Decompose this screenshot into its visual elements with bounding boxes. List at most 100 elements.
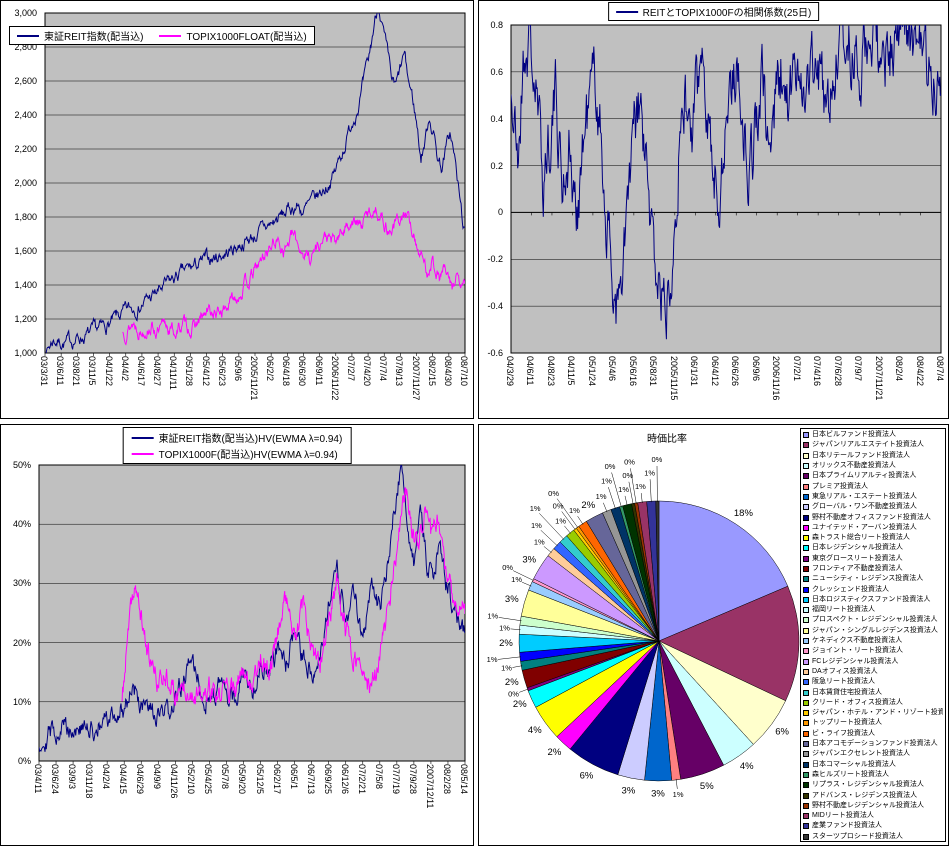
x-tick-label: 06/9/25 <box>322 764 333 795</box>
pie-percentage-label: 2% <box>581 500 595 511</box>
legend-fund-name: 森トラスト総合リート投資法人 <box>812 534 910 542</box>
pie-percentage-label: 1% <box>569 506 580 515</box>
legend-fund-name: ジャパン・ホテル・アンド・リゾート投資法人 <box>812 709 943 717</box>
correlation-legend: REITとTOPIX1000Fの相関係数(25日) <box>607 2 820 21</box>
pie-slice <box>658 585 800 702</box>
x-tick-label: 04/11/26 <box>169 764 180 799</box>
legend-color-swatch <box>803 813 809 820</box>
pie-legend-entry: ニューシティ・レジデンス投資法人 <box>803 574 943 584</box>
x-tick-label: 04/11/11 <box>168 356 179 390</box>
legend-fund-name: クレッシェンド投資法人 <box>812 585 889 593</box>
series-line <box>45 13 465 353</box>
x-tick-label: 08/7/10 <box>459 356 469 387</box>
legend-color-swatch <box>803 751 809 758</box>
x-tick-label: 06/1/31 <box>689 356 700 387</box>
pie-percentage-label: 0% <box>624 457 635 466</box>
legend-color-swatch <box>803 668 809 675</box>
legend-fund-name: スターツプロシード投資法人 <box>812 832 903 840</box>
legend-fund-name: プレミア投資法人 <box>812 482 868 490</box>
x-tick-label: 05/9/6 <box>232 356 243 382</box>
x-tick-label: 03/9/3 <box>67 764 78 790</box>
x-tick-label: 04/4/15 <box>118 764 129 795</box>
pie-percentage-label: 1% <box>511 575 522 584</box>
pie-legend-entry: フロンティア不動産投資法人 <box>803 564 943 574</box>
legend-color-swatch <box>803 535 809 542</box>
pie-percentage-label: 3% <box>505 594 519 605</box>
y-tick-label: 3,000 <box>14 8 37 18</box>
pie-legend-entry: クレッシェンド投資法人 <box>803 584 943 594</box>
x-tick-label: 2006/11/22 <box>329 356 340 401</box>
pie-percentage-label: 1% <box>501 663 512 672</box>
legend-fund-name: 日本コマーシャル投資法人 <box>812 760 896 768</box>
legend-fund-name: ユナイテッド・アーバン投資法人 <box>812 523 917 531</box>
legend-item: TOPIX1000FLOAT(配当込) <box>159 28 307 43</box>
y-tick-label: 2,000 <box>14 178 37 188</box>
legend-color-swatch <box>803 493 809 500</box>
legend-fund-name: グローバル・ワン不動産投資法人 <box>812 503 917 511</box>
legend-item: 東証REIT指数(配当込)HV(EWMA λ=0.94) <box>131 430 342 445</box>
x-tick-label: 06/4/18 <box>281 356 292 387</box>
pie-title: 時価比率 <box>647 434 687 445</box>
panel-reit-vs-topix-index-chart[interactable]: 3,000 2,800 2,600 2,400 2,200 2,000 1,800 1,600… <box>0 0 474 419</box>
x-tick-label: 04/11/5 <box>566 356 577 386</box>
pie-percentage-label: 1% <box>596 492 607 501</box>
x-tick-label: 06/9/6 <box>750 356 761 382</box>
pie-legend-entry: ユナイテッド・アーバン投資法人 <box>803 523 943 533</box>
pie-legend-entry: ケネディクス不動産投資法人 <box>803 636 943 646</box>
pie-legend-entry: 日本ビルファンド投資法人 <box>803 430 943 440</box>
pie-legend-entry: プロスペクト・レジデンシャル投資法人 <box>803 615 943 625</box>
y-tick-label: 0.4 <box>490 113 503 124</box>
correlation-y-axis: 0.8 0.6 0.4 0.2 0 -0.2 -0.4 -0.6 <box>479 1 506 418</box>
legend-fund-name: ケネディクス不動産投資法人 <box>812 637 903 645</box>
legend-label: TOPIX1000FLOAT(配当込) <box>186 32 307 43</box>
y-tick-label: 10% <box>12 696 31 707</box>
legend-color-swatch <box>803 555 809 562</box>
reit-index-x-axis: 03/3/31 03/6/11 03/8/21 03/11/5 04/1/22 04/4/… <box>39 355 469 418</box>
x-tick-label: 05/1/24 <box>586 356 597 387</box>
pie-legend-entry: プレミア投資法人 <box>803 481 943 491</box>
legend-color-swatch <box>803 514 809 521</box>
pie-percentage-label: 0% <box>622 471 633 480</box>
legend-color-swatch <box>803 473 809 480</box>
x-tick-label: 06/5/1 <box>288 764 299 790</box>
legend-fund-name: 日本賃貸住宅投資法人 <box>812 688 882 696</box>
pie-legend-entry: 阪急リート投資法人 <box>803 677 943 687</box>
legend-fund-name: 日本ビルファンド投資法人 <box>812 431 896 439</box>
y-tick-label: 50% <box>12 460 31 470</box>
legend-color-swatch <box>803 442 809 449</box>
x-tick-label: 08/4/22 <box>914 356 925 387</box>
x-tick-label: 08/5/14 <box>459 764 469 795</box>
series-line <box>122 207 465 346</box>
pie-legend-entry: 野村不動産オフィスファンド投資法人 <box>803 512 943 522</box>
x-tick-label: 04/3/29 <box>505 356 515 387</box>
y-tick-label: -0.4 <box>487 301 503 312</box>
series-color-line <box>159 34 182 37</box>
reit-index-line-plot <box>44 12 466 356</box>
x-tick-label: 07/9/13 <box>394 356 405 387</box>
y-tick-label: -0.2 <box>487 254 503 265</box>
y-tick-label: 2,800 <box>14 42 37 52</box>
pie-legend-entry: ジャパンリアルエステイト投資法人 <box>803 440 943 450</box>
x-tick-label: 07/9/28 <box>407 764 418 795</box>
panel-market-cap-pie-chart[interactable]: 18%13%6%4%5%1%3%3%6%2%4%2%0%2%1%1%2%1%1%… <box>478 424 949 846</box>
x-tick-label: 2007/11/21 <box>873 356 884 401</box>
x-tick-label: 07/7/4 <box>378 356 389 382</box>
y-tick-label: 2,400 <box>14 110 37 120</box>
legend-fund-name: ニューシティ・レジデンス投資法人 <box>812 575 924 583</box>
x-tick-label: 05/4/12 <box>200 356 211 387</box>
pie-percentage-label: 6% <box>775 726 789 737</box>
legend-color-swatch <box>803 566 809 572</box>
legend-fund-name: 野村不動産レジデンシャル投資法人 <box>812 801 924 809</box>
panel-correlation-chart[interactable]: 0.8 0.6 0.4 0.2 0 -0.2 -0.4 -0.6 04/3/29 04/6/11… <box>478 0 949 419</box>
pie-legend-entry: MIDリート投資法人 <box>803 811 943 821</box>
legend-fund-name: クリード・オフィス投資法人 <box>812 698 903 706</box>
pie-percentage-label: 2% <box>499 638 513 649</box>
pie-percentage-label: 18% <box>734 508 754 519</box>
legend-color-swatch <box>803 802 809 809</box>
legend-fund-name: リプラス・レジデンシャル投資法人 <box>812 781 924 789</box>
y-tick-label: 1,400 <box>14 280 37 290</box>
legend-fund-name: プロスペクト・レジデンシャル投資法人 <box>812 616 938 624</box>
pie-percentage-label: 2% <box>548 747 562 758</box>
legend-fund-name: アドバンス・レジデンス投資法人 <box>812 791 918 799</box>
panel-historical-volatility-chart[interactable]: 50% 40% 30% 20% 10% 0% 03/4/11 03/6/24 03/9/3 03… <box>0 424 474 846</box>
